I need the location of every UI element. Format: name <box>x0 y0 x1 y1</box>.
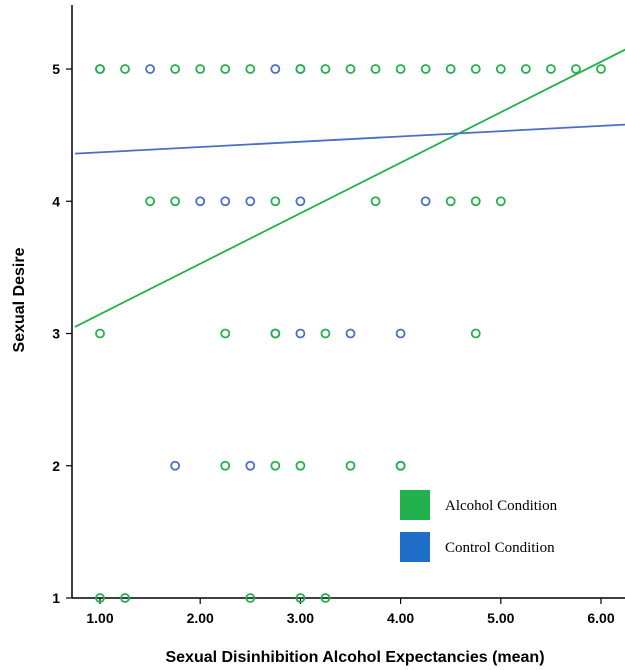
legend-label-control: Control Condition <box>445 540 555 556</box>
fit-line-alcohol <box>74 48 625 328</box>
ticks: 1.00 2.00 3.00 4.00 5.00 6.00 1 2 3 4 5 <box>52 61 615 626</box>
x-tick-label: 1.00 <box>86 610 113 626</box>
data-point-alcohol <box>170 64 181 74</box>
data-point-alcohol <box>445 196 456 207</box>
data-point-alcohol <box>395 460 406 471</box>
data-point-control <box>295 328 306 339</box>
data-point-alcohol <box>170 196 181 207</box>
data-point-alcohol <box>445 64 456 74</box>
data-point-control <box>145 64 156 74</box>
data-points <box>95 64 606 603</box>
data-point-control <box>245 460 256 471</box>
data-point-alcohol <box>470 196 481 207</box>
y-tick-label: 4 <box>52 193 60 209</box>
y-tick-label: 3 <box>52 326 60 342</box>
plot-area <box>72 5 625 598</box>
data-point-control <box>295 196 306 207</box>
x-axis-title: Sexual Disinhibition Alcohol Expectancie… <box>165 649 544 666</box>
y-tick-label: 5 <box>52 61 60 77</box>
data-point-alcohol <box>295 460 306 471</box>
x-tick-label: 5.00 <box>487 610 514 626</box>
data-point-control <box>220 196 231 207</box>
fit-line-control <box>74 123 625 155</box>
data-point-alcohol <box>270 196 281 207</box>
legend-swatch-control <box>400 532 430 562</box>
data-point-alcohol <box>95 328 105 339</box>
data-point-alcohol <box>345 460 356 471</box>
data-point-alcohol <box>370 64 381 74</box>
data-point-alcohol <box>571 64 581 74</box>
data-point-alcohol <box>295 593 306 603</box>
data-point-control <box>420 196 431 207</box>
legend-label-alcohol: Alcohol Condition <box>445 498 558 514</box>
data-point-control <box>270 64 281 74</box>
data-point-alcohol <box>470 328 481 339</box>
x-tick-label: 4.00 <box>387 610 414 626</box>
data-point-alcohol <box>495 64 506 74</box>
y-tick-label: 1 <box>52 590 60 606</box>
data-point-alcohol <box>195 64 206 74</box>
data-point-alcohol <box>220 460 231 471</box>
data-point-alcohol <box>270 328 281 339</box>
data-point-alcohol <box>520 64 531 74</box>
data-point-alcohol <box>470 64 481 74</box>
data-point-alcohol <box>120 593 130 603</box>
data-point-control <box>170 460 181 471</box>
data-point-alcohol <box>95 64 105 74</box>
data-point-control <box>195 196 206 207</box>
data-point-alcohol <box>420 64 431 74</box>
data-point-control <box>395 328 406 339</box>
data-point-alcohol <box>245 593 256 603</box>
data-point-alcohol <box>220 328 231 339</box>
data-point-alcohol <box>320 64 331 74</box>
data-point-alcohol <box>370 196 381 207</box>
data-point-alcohol <box>596 64 606 74</box>
data-point-alcohol <box>546 64 556 74</box>
data-point-alcohol <box>395 64 406 74</box>
data-point-alcohol <box>145 196 156 207</box>
x-tick-label: 2.00 <box>187 610 214 626</box>
data-point-alcohol <box>270 460 281 471</box>
data-point-alcohol <box>120 64 130 74</box>
y-axis-title: Sexual Desire <box>11 247 28 352</box>
legend: Alcohol Condition Control Condition <box>400 490 558 562</box>
legend-swatch-alcohol <box>400 490 430 520</box>
y-tick-label: 2 <box>52 458 60 474</box>
data-point-alcohol <box>345 64 356 74</box>
data-point-alcohol <box>320 328 331 339</box>
data-point-alcohol <box>220 64 231 74</box>
data-point-alcohol <box>95 593 105 603</box>
data-point-control <box>245 196 256 207</box>
data-point-alcohol <box>320 593 331 603</box>
data-point-alcohol <box>245 64 256 74</box>
data-point-control <box>345 328 356 339</box>
data-point-alcohol <box>495 196 506 207</box>
x-tick-label: 3.00 <box>287 610 314 626</box>
fit-lines <box>74 48 625 328</box>
data-point-alcohol <box>295 64 306 74</box>
axes <box>71 5 625 599</box>
x-tick-label: 6.00 <box>587 610 614 626</box>
